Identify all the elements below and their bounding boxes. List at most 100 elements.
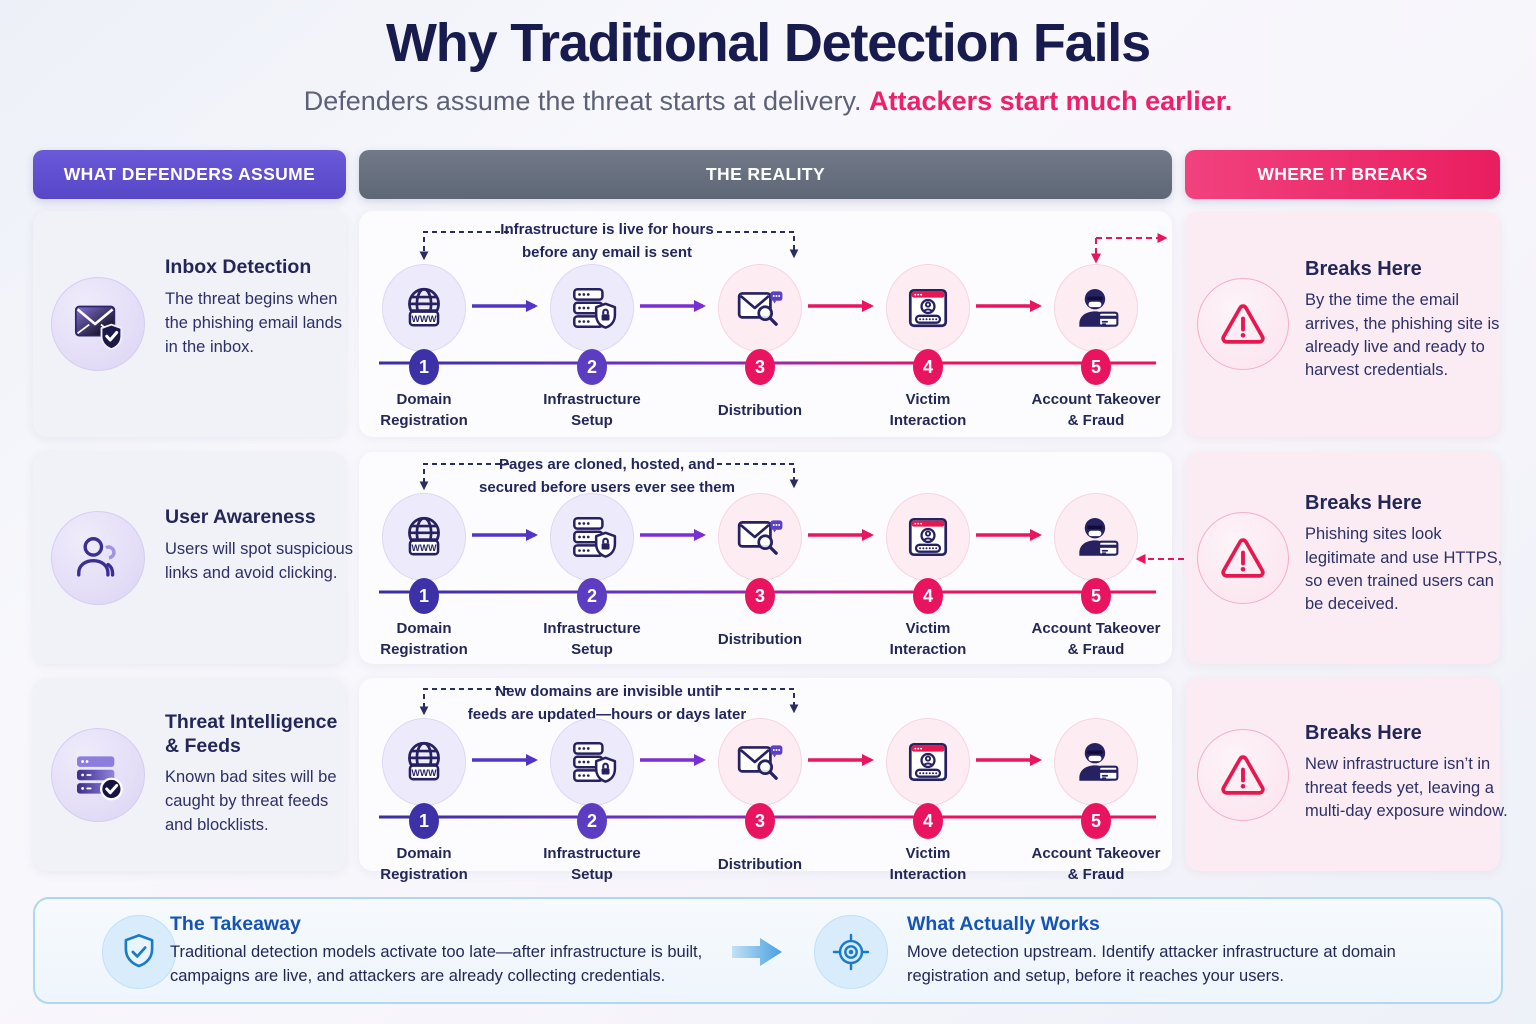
step-victim-interaction: 4 Victim Interaction — [848, 718, 1008, 890]
step-infrastructure-setup: 2 Infrastructure Setup — [512, 264, 672, 436]
reality-row-2: Pages are cloned, hosted, and secured be… — [359, 452, 1208, 665]
works-body: Move detection upstream. Identify attack… — [907, 943, 1396, 985]
takeaway-body: Traditional detection models activate to… — [170, 943, 703, 985]
step-infrastructure-setup: 2 Infrastructure Setup — [512, 718, 672, 890]
footer-banner: The Takeaway Traditional detection model… — [33, 897, 1503, 1004]
email-magnifier-icon — [718, 718, 802, 806]
envelope-shield-icon — [51, 277, 145, 371]
annotation-line2: before any email is sent — [521, 243, 693, 261]
works-title: What Actually Works — [907, 913, 1100, 935]
step-number-badge: 5 — [1081, 349, 1111, 385]
breaks-card-body: New infrastructure isn’t in threat feeds… — [1305, 755, 1508, 821]
globe-www-icon — [382, 718, 466, 806]
step-number-badge: 5 — [1081, 803, 1111, 839]
breaks-card-text: Breaks Here New infrastructure isn’t in … — [1305, 721, 1513, 823]
step-number-badge: 2 — [577, 578, 607, 614]
step-label: Victim Interaction — [889, 620, 967, 658]
step-distribution: 3 Distribution — [680, 718, 840, 890]
reality-row-1: Infrastructure is live for hours before … — [359, 211, 1172, 437]
subtitle-accent: Attackers start much earlier. — [869, 86, 1233, 116]
step-label: Distribution — [717, 401, 803, 419]
step-account-takeover: 5 Account Takeover & Fraud — [1016, 493, 1176, 665]
step-number-badge: 1 — [409, 578, 439, 614]
step-label: Distribution — [717, 855, 803, 873]
subtitle-normal: Defenders assume the threat starts at de… — [303, 86, 862, 116]
page-title: Why Traditional Detection Fails — [386, 13, 1151, 73]
assume-card-title: Inbox Detection — [165, 256, 312, 279]
user-awareness-icon — [51, 511, 145, 605]
step-number-badge: 2 — [577, 803, 607, 839]
step-number-badge: 1 — [409, 803, 439, 839]
assume-card-title: Threat Intelligence & Feeds — [165, 711, 338, 757]
reality-row-3: New domains are invisible until feeds ar… — [359, 678, 1172, 883]
step-label: Domain Registration — [380, 620, 468, 658]
step-infrastructure-setup: 2 Infrastructure Setup — [512, 493, 672, 665]
reality-annotation: Pages are cloned, hosted, and secured be… — [447, 454, 767, 499]
column-header-assume: WHAT DEFENDERS ASSUME — [33, 150, 346, 199]
step-label: Infrastructure Setup — [543, 845, 641, 883]
step-domain-registration: 1 Domain Registration — [344, 264, 504, 436]
page-subtitle: Defenders assume the threat starts at de… — [0, 86, 1536, 117]
globe-www-icon — [382, 264, 466, 352]
assume-card-user-awareness: User Awareness Users will spot suspiciou… — [33, 452, 353, 664]
target-icon — [814, 915, 888, 989]
column-header-breaks: WHERE IT BREAKS — [1185, 150, 1500, 199]
takeaway-title: The Takeaway — [170, 913, 301, 935]
email-magnifier-icon — [718, 264, 802, 352]
reality-annotation: Infrastructure is live for hours before … — [447, 219, 767, 264]
breaks-card-title: Breaks Here — [1305, 258, 1422, 281]
column-header-reality: THE REALITY — [359, 150, 1172, 199]
hacker-card-icon — [1054, 718, 1138, 806]
breaks-card-text: Breaks Here Phishing sites look legitima… — [1305, 491, 1513, 617]
breaks-card-title: Breaks Here — [1305, 722, 1422, 745]
step-number-badge: 1 — [409, 349, 439, 385]
step-number-badge: 2 — [577, 349, 607, 385]
step-domain-registration: 1 Domain Registration — [344, 493, 504, 665]
step-label: Infrastructure Setup — [543, 391, 641, 429]
server-check-icon — [51, 727, 145, 822]
hacker-card-icon — [1054, 264, 1138, 352]
assume-card-body: The threat begins when the phishing emai… — [165, 289, 343, 356]
warning-triangle-icon — [1197, 512, 1289, 604]
step-number-badge: 4 — [913, 803, 943, 839]
step-label: Domain Registration — [380, 845, 468, 883]
step-label: Account Takeover & Fraud — [1031, 391, 1161, 429]
step-account-takeover: 5 Account Takeover & Fraud — [1016, 718, 1176, 890]
annotation-line1: New domains are invisible until — [495, 683, 719, 700]
breaks-card-body: Phishing sites look legitimate and use H… — [1305, 525, 1503, 614]
reality-annotation: New domains are invisible until feeds ar… — [447, 681, 767, 726]
assume-card-inbox-detection: Inbox Detection The threat begins when t… — [33, 211, 346, 437]
assume-card-threat-intel: Threat Intelligence & Feeds Known bad si… — [33, 678, 346, 871]
arrow-right-icon — [732, 938, 782, 966]
annotation-line2: secured before users ever see them — [479, 478, 735, 496]
annotation-line1: Infrastructure is live for hours — [500, 221, 714, 238]
step-label: Victim Interaction — [889, 391, 967, 429]
step-number-badge: 4 — [913, 349, 943, 385]
step-label: Account Takeover & Fraud — [1031, 845, 1161, 883]
browser-login-icon — [886, 493, 970, 581]
step-number-badge: 4 — [913, 578, 943, 614]
breaks-card-body: By the time the email arrives, the phish… — [1305, 291, 1500, 380]
server-shield-icon — [550, 493, 634, 581]
step-label: Distribution — [717, 630, 803, 648]
step-number-badge: 3 — [745, 349, 775, 385]
assume-card-text: Threat Intelligence & Feeds Known bad si… — [165, 711, 355, 838]
assume-card-title: User Awareness — [165, 506, 316, 529]
step-label: Infrastructure Setup — [543, 620, 641, 658]
step-distribution: 3 Distribution — [680, 493, 840, 665]
breaks-card-1: Breaks Here By the time the email arrive… — [1185, 211, 1500, 437]
warning-triangle-icon — [1197, 728, 1289, 821]
browser-login-icon — [886, 718, 970, 806]
browser-login-icon — [886, 264, 970, 352]
step-label: Account Takeover & Fraud — [1031, 620, 1161, 658]
warning-triangle-icon — [1197, 278, 1289, 370]
annotation-line1: Pages are cloned, hosted, and — [499, 456, 715, 473]
breaks-card-title: Breaks Here — [1305, 492, 1422, 515]
hacker-card-icon — [1054, 493, 1138, 581]
step-number-badge: 5 — [1081, 578, 1111, 614]
breaks-card-2: Breaks Here Phishing sites look legitima… — [1185, 452, 1502, 664]
breaks-card-text: Breaks Here By the time the email arrive… — [1305, 257, 1513, 383]
step-label: Victim Interaction — [889, 845, 967, 883]
globe-www-icon — [382, 493, 466, 581]
shield-check-icon — [102, 915, 176, 989]
